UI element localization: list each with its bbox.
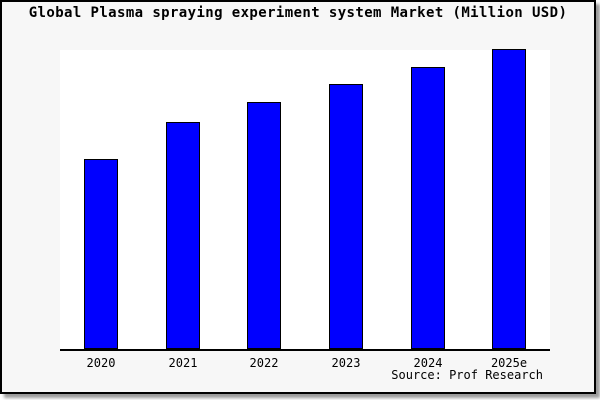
- bar-2022: [247, 102, 281, 349]
- chart-frame: Global Plasma spraying experiment system…: [0, 0, 596, 394]
- x-axis-label-2021: 2021: [168, 356, 198, 370]
- bar-2020: [84, 159, 118, 349]
- plot-area: [60, 49, 550, 351]
- bar-2021: [166, 122, 200, 349]
- x-axis-label-2020: 2020: [86, 356, 116, 370]
- x-axis-label-2022: 2022: [249, 356, 279, 370]
- bar-2024: [411, 67, 445, 349]
- chart-title: Global Plasma spraying experiment system…: [28, 5, 568, 21]
- x-axis-label-2025e: 2025e: [490, 356, 528, 370]
- x-axis-label-2024: 2024: [413, 356, 443, 370]
- source-note: Source: Prof Research: [391, 368, 543, 382]
- bar-2023: [329, 84, 363, 349]
- x-axis-label-2023: 2023: [331, 356, 361, 370]
- bar-2025e: [492, 49, 526, 349]
